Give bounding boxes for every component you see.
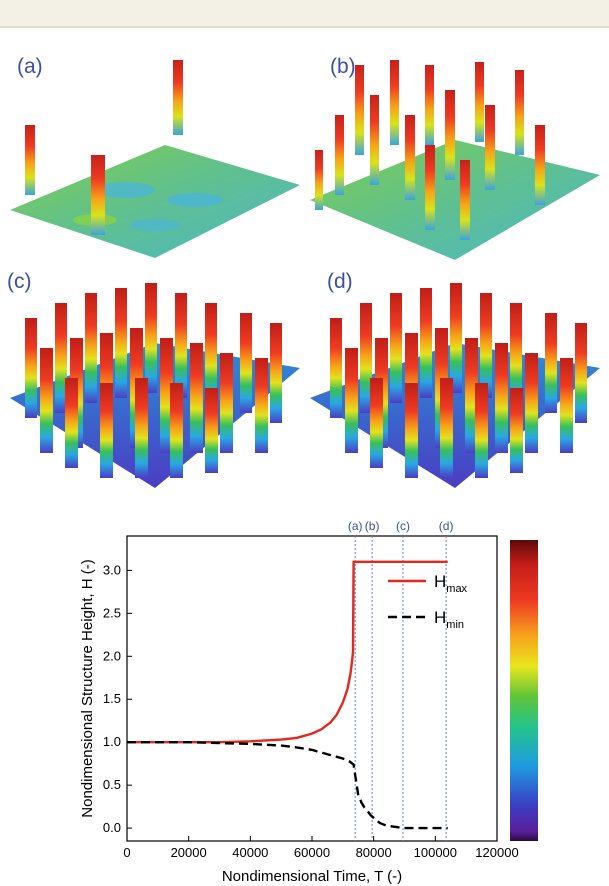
marker-label: (d)	[439, 519, 454, 533]
y-tick-label: 2.0	[103, 648, 121, 663]
legend-label-sub: max	[446, 583, 467, 595]
surface-panel-b: (b)	[305, 50, 605, 265]
header-divider	[0, 26, 609, 28]
series-line-h-min	[127, 740, 448, 830]
panel-label-c: (c)	[7, 270, 32, 293]
legend-label-main: H	[434, 608, 446, 627]
surface-panel-a: (a)	[5, 50, 305, 265]
y-tick-label: 1.0	[103, 734, 121, 749]
x-tick-label: 80000	[356, 845, 392, 860]
panel-label-b: (b)	[330, 55, 356, 78]
surface-panel-d: (d)	[305, 268, 605, 498]
surface-panel-c: (c)	[5, 268, 305, 498]
y-tick-label: 0.5	[103, 777, 121, 792]
surface-plot-a	[10, 60, 300, 258]
y-tick-label: 2.5	[103, 605, 121, 620]
colorbar	[510, 540, 538, 841]
x-axis-label: Nondimensional Time, T (-)	[222, 868, 402, 885]
legend-label-sub: min	[446, 619, 464, 631]
marker-label: (c)	[396, 519, 410, 533]
panel-label-a: (a)	[17, 55, 43, 78]
x-tick-label: 20000	[171, 845, 207, 860]
y-tick-label: 1.5	[103, 691, 121, 706]
surface-plot-c	[10, 283, 300, 488]
marker-label: (b)	[365, 519, 380, 533]
y-tick-label: 3.0	[103, 562, 121, 577]
marker-label: (a)	[348, 519, 363, 533]
height-vs-time-chart: (a) (b) (c) (d) 0 20000 40000 60000 80000 100000 1…	[79, 519, 538, 885]
y-tick-label: 0.0	[103, 820, 121, 835]
header-bar	[0, 0, 609, 26]
surface-plot-d	[310, 283, 600, 488]
legend-label-main: H	[434, 572, 446, 591]
legend-label: Hmin	[434, 608, 464, 631]
legend-label: Hmax	[434, 572, 468, 595]
x-tick-label: 0	[123, 845, 130, 860]
y-axis-label: Nondimensional Structure Height, H (-)	[79, 559, 96, 817]
series-line-h-max	[127, 560, 448, 744]
x-tick-label: 100000	[414, 845, 457, 860]
surface-plot-b	[310, 60, 600, 260]
x-tick-label: 60000	[294, 845, 330, 860]
x-tick-label: 120000	[475, 845, 518, 860]
x-tick-label: 40000	[232, 845, 268, 860]
panel-label-d: (d)	[327, 270, 353, 293]
